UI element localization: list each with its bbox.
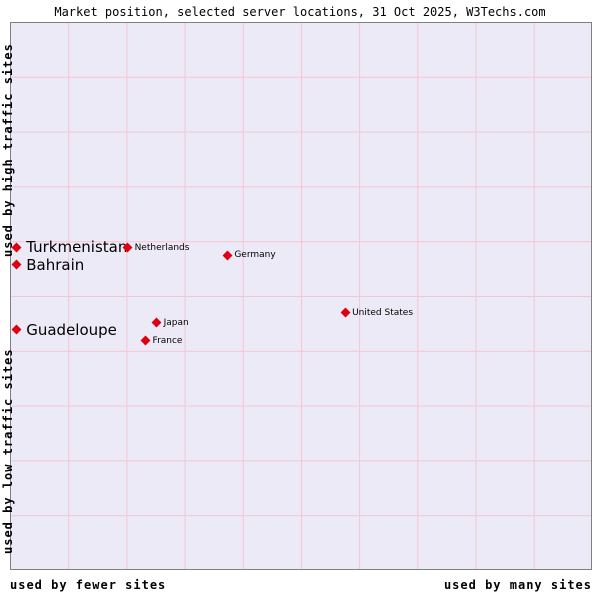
data-point-marker — [222, 250, 233, 260]
x-axis-labels: used by fewer sites used by many sites — [10, 578, 592, 592]
data-point-label: Japan — [163, 317, 189, 328]
data-point-marker — [151, 317, 162, 328]
data-point-label: Guadeloupe — [26, 320, 117, 339]
data-point-marker — [140, 335, 151, 346]
data-point-label: Germany — [234, 250, 276, 261]
data-point-label: Bahrain — [26, 255, 85, 274]
y-axis-label-low-traffic: used by low traffic sites — [1, 348, 15, 554]
data-point-label: Netherlands — [134, 242, 190, 253]
data-point-label: Turkmenistan — [26, 238, 128, 257]
x-axis-label-fewer-sites: used by fewer sites — [10, 578, 167, 592]
plot-area: Turkmenistan Bahrain Guadeloupe Netherlands… — [10, 22, 592, 570]
data-point-label: United States — [352, 307, 414, 318]
data-point-marker — [340, 307, 351, 318]
y-axis-label-high-traffic: used by high traffic sites — [1, 43, 15, 257]
data-point-label: France — [152, 335, 183, 346]
x-axis-label-many-sites: used by many sites — [443, 578, 592, 592]
chart-title: Market position, selected server locatio… — [54, 5, 546, 19]
